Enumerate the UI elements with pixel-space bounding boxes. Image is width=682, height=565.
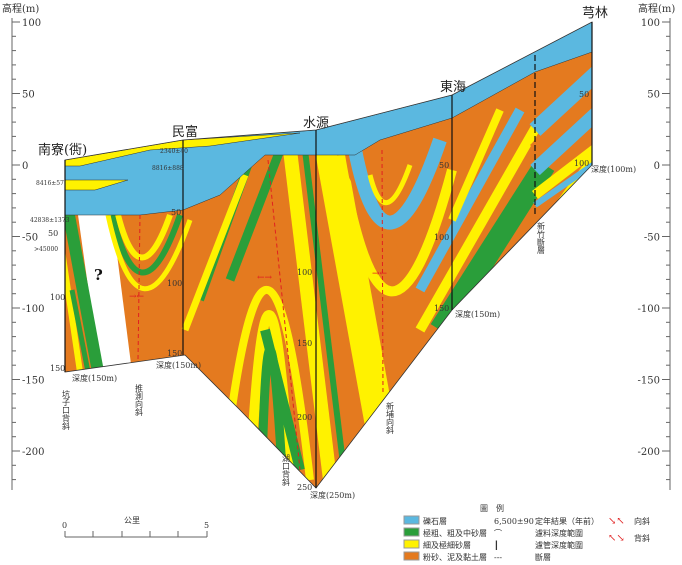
structure-label-hsinchu-fault: 新竹斷層 (537, 221, 546, 255)
date-label: 8416±57 (36, 180, 64, 187)
depth-tick: 100 (167, 279, 182, 288)
svg-text:→←: →← (129, 292, 145, 302)
axis-tick-label: -150 (22, 376, 44, 387)
depth-tick: 50 (48, 229, 58, 238)
left-axis-title: 高程(m) (2, 2, 39, 15)
axis-tick-label: -200 (22, 447, 44, 458)
scale-end: 5 (204, 521, 209, 530)
axis-tick-label: 100 (641, 18, 660, 29)
legend-symbol: ⌒ (494, 529, 502, 538)
axis-tick-label: -200 (638, 447, 660, 458)
structure-label-hukou-anticline: 湖口背斜 (282, 454, 291, 487)
legend-symbol-label: 斷層 (535, 552, 551, 562)
left-elevation-axis: 高程(m) 100 50 0 -50 -100 -150 -200 (2, 2, 44, 490)
depth-tick: 100 (50, 293, 65, 302)
depth-tick: 100 (434, 233, 449, 242)
anticline-icon: ↖↘ (608, 533, 625, 544)
legend-label: 粉砂、泥及黏土層 (423, 552, 487, 562)
axis-tick-label: 50 (22, 90, 35, 101)
date-label: 2340±40 (160, 148, 188, 155)
depth-tick: 50 (171, 208, 181, 217)
legend-structure-label: 背斜 (634, 533, 650, 543)
depth-label: 深度(150m) (455, 309, 500, 319)
depth-label: 深度(150m) (72, 373, 117, 383)
right-axis-title: 高程(m) (638, 2, 675, 15)
depth-tick: 200 (297, 413, 312, 422)
svg-text:←→: ←→ (257, 273, 273, 283)
axis-tick-label: -100 (638, 304, 660, 315)
legend-symbol-label: 濾料深度範圍 (535, 528, 583, 538)
structure-label-xinpu-syncline: 新埔向斜 (386, 401, 395, 435)
structure-label-kengzikou-anticline: 坑子口背斜 (62, 389, 71, 431)
legend-structure-label: 向斜 (634, 516, 650, 526)
depth-label: 深度(250m) (310, 490, 355, 500)
unknown-mark: ? (94, 266, 103, 284)
scale-bar: 公里 0 5 (62, 516, 209, 538)
borehole-name-shuiyuan: 水源 (303, 116, 329, 131)
legend-swatch (403, 551, 420, 561)
borehole-lines (64, 22, 593, 488)
legend-swatch (403, 539, 420, 549)
axis-tick-label: -50 (22, 233, 38, 244)
date-label: 42838±1373 (30, 217, 70, 224)
legend-symbol: 6,500±90 (494, 517, 534, 526)
right-elevation-axis: 高程(m) 100 50 0 -50 -100 -150 -200 (638, 2, 675, 490)
date-label: 8816±888 (152, 165, 184, 172)
axis-tick-label: 50 (647, 90, 660, 101)
legend-symbol: ┃ (494, 540, 499, 550)
syncline-icon: ↘↖ (608, 516, 625, 527)
legend-symbol: --- (494, 553, 502, 562)
borehole-name-nanliao: 南寮(衖) (38, 142, 87, 158)
axis-tick-label: 0 (22, 161, 28, 172)
unknown-zone (78, 215, 132, 372)
depth-tick: 150 (167, 349, 182, 358)
depth-label: 深度(150m) (156, 360, 201, 370)
axis-tick-label: -150 (638, 376, 660, 387)
axis-tick-label: -50 (644, 233, 660, 244)
legend-symbol-label: 濾管深度範圍 (535, 540, 583, 550)
fold-arrows: →← ←→ →← (129, 269, 388, 302)
borehole-name-minfu: 民富 (172, 124, 198, 140)
depth-tick: 250 (297, 483, 312, 492)
date-label: >45000 (34, 246, 58, 253)
depth-tick: 150 (434, 304, 449, 313)
structure-label-inferred-syncline: 推測向斜 (135, 383, 144, 417)
legend-title: 圖 例 (480, 503, 504, 513)
fold-axes (137, 149, 384, 471)
scale-label: 公里 (124, 516, 140, 525)
legend-swatch (403, 515, 420, 525)
depth-label: 深度(100m) (591, 164, 636, 174)
borehole-name-qionglin: 芎林 (582, 6, 608, 21)
legend-label: 礫石層 (423, 516, 447, 526)
svg-text:→←: →← (372, 269, 388, 279)
legend-swatch (403, 527, 420, 537)
scale-start: 0 (62, 521, 67, 530)
depth-tick: 100 (297, 268, 312, 277)
depth-tick: 50 (579, 90, 589, 99)
depth-tick: 150 (50, 364, 65, 373)
legend-label: 細及極細砂層 (423, 540, 471, 550)
axis-tick-label: -100 (22, 304, 44, 315)
legend-label: 極粗、粗及中砂層 (423, 528, 487, 538)
axis-tick-label: 100 (22, 18, 41, 29)
axis-tick-label: 0 (654, 161, 660, 172)
depth-tick: 150 (297, 339, 312, 348)
borehole-name-donghai: 東海 (440, 79, 466, 95)
legend-symbol-label: 定年結果（年前） (535, 516, 599, 526)
depth-tick: 50 (439, 161, 449, 170)
depth-tick: 100 (574, 159, 589, 168)
